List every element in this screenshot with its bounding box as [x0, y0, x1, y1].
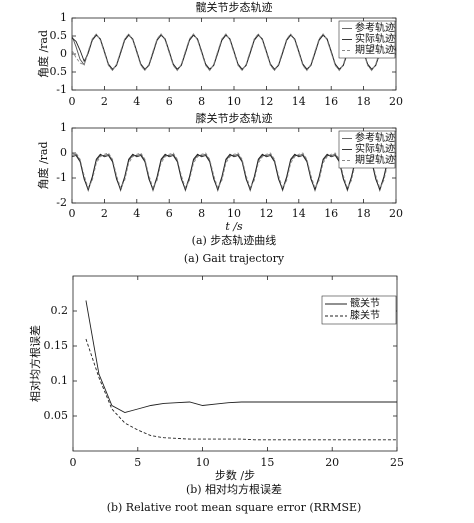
legend-label: 髋关节 [350, 297, 380, 310]
caption: (b) Relative root mean square error (RRM… [107, 501, 362, 514]
x-axis-label: t /s [225, 220, 243, 233]
x-tick-label: 18 [357, 207, 371, 220]
y-tick-label: 1 [60, 11, 67, 24]
x-tick-label: 20 [389, 207, 403, 220]
x-tick-label: 2 [101, 95, 108, 108]
legend-label: 实际轨迹 [355, 142, 395, 155]
y-axis-label: 相对均方根误差 [28, 325, 42, 402]
x-tick-label: 12 [259, 207, 273, 220]
x-tick-label: 18 [357, 95, 371, 108]
series-line [71, 33, 397, 72]
y-tick-label: 0.1 [51, 374, 69, 387]
y-tick-label: 0 [60, 47, 67, 60]
y-tick-label: -1 [56, 171, 67, 184]
caption: (a) Gait trajectory [184, 252, 285, 265]
x-tick-label: 16 [324, 95, 338, 108]
x-tick-label: 4 [133, 95, 140, 108]
x-tick-label: 6 [166, 207, 173, 220]
series-line [71, 153, 397, 191]
legend-label: 膝关节 [350, 309, 380, 322]
x-tick-label: 6 [166, 95, 173, 108]
x-tick-label: 4 [133, 207, 140, 220]
x-tick-label: 0 [69, 207, 76, 220]
y-axis-label: 角度 /rad [36, 141, 50, 189]
x-tick-label: 14 [292, 95, 306, 108]
legend-label: 期望轨迹 [355, 153, 395, 166]
x-tick-label: 25 [390, 456, 404, 469]
x-tick-label: 0 [69, 95, 76, 108]
y-tick-label: -2 [56, 196, 67, 209]
caption: (a) 步态轨迹曲线 [192, 233, 277, 247]
legend-label: 参考轨迹 [355, 21, 395, 34]
y-tick-label: -0.5 [46, 65, 67, 78]
y-tick-label: 0.15 [44, 339, 69, 352]
series-line [85, 338, 397, 441]
legend-label: 参考轨迹 [355, 131, 395, 144]
x-tick-label: 15 [260, 456, 274, 469]
x-tick-label: 2 [101, 207, 108, 220]
x-tick-label: 14 [292, 207, 306, 220]
x-axis-label: 步数 /步 [215, 469, 255, 482]
y-tick-label: 0.5 [50, 29, 68, 42]
x-tick-label: 5 [134, 456, 141, 469]
x-tick-label: 8 [198, 95, 205, 108]
caption: (b) 相对均方根误差 [186, 482, 282, 496]
x-tick-label: 20 [325, 456, 339, 469]
y-tick-label: -1 [56, 83, 67, 96]
legend-box [321, 295, 397, 325]
chart-title: 髋关节步态轨迹 [196, 0, 273, 14]
chart-title: 膝关节步态轨迹 [196, 111, 273, 125]
x-tick-label: 10 [227, 207, 241, 220]
legend-label: 实际轨迹 [355, 32, 395, 45]
y-tick-label: 0.2 [51, 304, 69, 317]
x-tick-label: 16 [324, 207, 338, 220]
x-tick-label: 10 [196, 456, 210, 469]
x-tick-label: 0 [70, 456, 77, 469]
x-tick-label: 12 [259, 95, 273, 108]
y-axis-label: 角度 /rad [36, 30, 50, 78]
x-tick-label: 8 [198, 207, 205, 220]
y-tick-label: 1 [60, 121, 67, 134]
series-line [85, 300, 397, 413]
x-tick-label: 10 [227, 95, 241, 108]
y-tick-label: 0 [60, 146, 67, 159]
legend-label: 期望轨迹 [355, 43, 395, 56]
series-line [71, 152, 397, 190]
y-tick-label: 0.05 [44, 409, 69, 422]
x-tick-label: 20 [389, 95, 403, 108]
